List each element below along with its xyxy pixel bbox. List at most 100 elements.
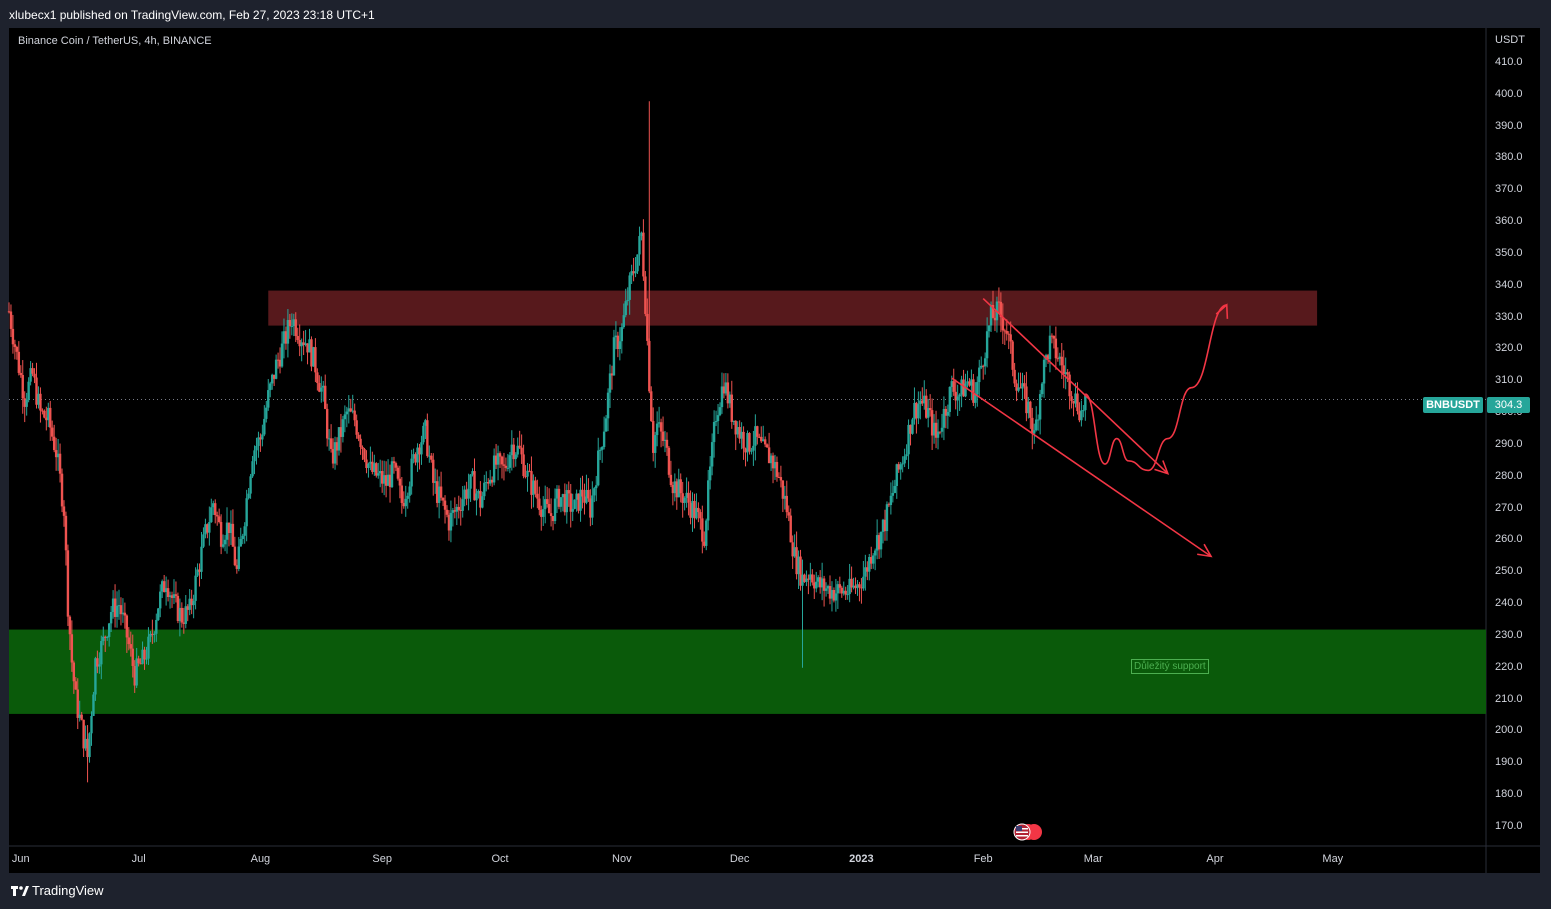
y-tick-label: 230.0: [1495, 628, 1523, 641]
candle-body: [443, 500, 447, 510]
candle-body: [950, 381, 953, 387]
candle-body: [384, 475, 388, 486]
tradingview-logo[interactable]: TradingView: [11, 883, 104, 898]
x-tick-label: Dec: [729, 853, 750, 865]
price-axis-unit[interactable]: USDT: [1495, 34, 1525, 46]
candle-body: [632, 271, 635, 274]
candle-body: [716, 415, 720, 422]
candle-body: [45, 417, 48, 421]
candle-body: [677, 479, 680, 498]
us-flag-event-icon[interactable]: [1012, 823, 1044, 841]
candle-body: [879, 531, 883, 550]
y-tick-label: 220.0: [1495, 660, 1523, 673]
y-tick-label: 310.0: [1495, 374, 1523, 387]
candle-body: [60, 473, 64, 507]
candle-body: [773, 461, 777, 469]
candle-body: [665, 439, 669, 448]
chart-frame[interactable]: [9, 28, 1540, 873]
symbol-title[interactable]: Binance Coin / TetherUS, 4h, BINANCE: [18, 35, 212, 47]
candle-body: [490, 479, 494, 483]
candle-body: [54, 450, 58, 458]
candle-body: [398, 478, 402, 486]
candle-body: [653, 435, 657, 453]
x-tick-label: Jun: [11, 853, 30, 865]
candle-body: [200, 546, 203, 572]
candle-body: [887, 504, 891, 506]
candle-body: [926, 408, 930, 418]
candle-body: [836, 584, 840, 594]
candle-body: [335, 442, 339, 451]
candle-body: [553, 498, 557, 522]
candle-body: [850, 578, 853, 588]
candle-body: [1052, 336, 1056, 339]
candle-body: [162, 581, 166, 593]
top-bar: xlubecx1 published on TradingView.com, F…: [0, 0, 1551, 28]
candle-body: [298, 340, 301, 347]
candle-body: [35, 377, 38, 405]
y-tick-label: 350.0: [1495, 246, 1523, 259]
candle-body: [760, 436, 763, 442]
candle-body: [730, 394, 733, 422]
candle-body: [269, 383, 272, 391]
candle-body: [762, 439, 765, 442]
candle-body: [993, 317, 997, 321]
candle-body: [322, 385, 325, 388]
candle-body: [327, 438, 331, 440]
candle-body: [864, 567, 867, 577]
candle-body: [542, 509, 545, 517]
candle-body: [616, 335, 620, 350]
candle-body: [292, 319, 295, 327]
candle-body: [972, 379, 975, 403]
candle-body: [1084, 395, 1087, 411]
published-by-line: xlubecx1 published on TradingView.com, F…: [9, 8, 375, 22]
candle-body: [300, 342, 303, 347]
candle-body: [82, 719, 85, 749]
candle-body: [830, 590, 834, 599]
candle-body: [724, 382, 728, 394]
candle-body: [190, 598, 193, 606]
candle-body: [813, 582, 816, 589]
candle-body: [235, 565, 239, 569]
candle-body: [597, 450, 600, 486]
candle-body: [524, 476, 527, 478]
candle-body: [683, 497, 686, 503]
y-tick-label: 240.0: [1495, 597, 1523, 610]
candle-body: [732, 420, 735, 422]
candle-body: [198, 569, 201, 572]
candle-body: [107, 623, 111, 638]
candle-body: [936, 431, 940, 438]
candle-body: [657, 422, 661, 424]
candle-body: [231, 523, 235, 547]
candle-body: [7, 311, 11, 313]
candle-body: [624, 301, 627, 316]
candle-body: [475, 493, 478, 501]
y-tick-label: 410.0: [1495, 56, 1523, 68]
candle-body: [976, 382, 979, 395]
candle-body: [178, 607, 182, 622]
candle-body: [1070, 396, 1073, 401]
candle-body: [261, 434, 264, 440]
candle-body: [249, 476, 252, 494]
candle-body: [1035, 419, 1038, 431]
candle-body: [673, 481, 677, 494]
candle-body: [239, 539, 242, 547]
candle-body: [168, 595, 172, 597]
candle-body: [259, 437, 262, 440]
candle-body: [907, 424, 910, 455]
candle-body: [987, 325, 991, 332]
channel-lower-arrow-head: [1197, 543, 1213, 558]
candle-body: [80, 714, 83, 720]
candle-body: [432, 459, 435, 483]
candle-body: [420, 442, 423, 455]
candle-body: [320, 387, 323, 392]
candle-body: [600, 447, 604, 450]
candle-body: [917, 404, 920, 419]
candle-body: [848, 578, 851, 595]
candle-body: [960, 379, 963, 395]
candle-body: [981, 365, 985, 367]
candle-body: [215, 515, 219, 517]
candle-body: [329, 438, 333, 449]
candle-body: [192, 600, 195, 606]
candle-body: [176, 595, 180, 622]
